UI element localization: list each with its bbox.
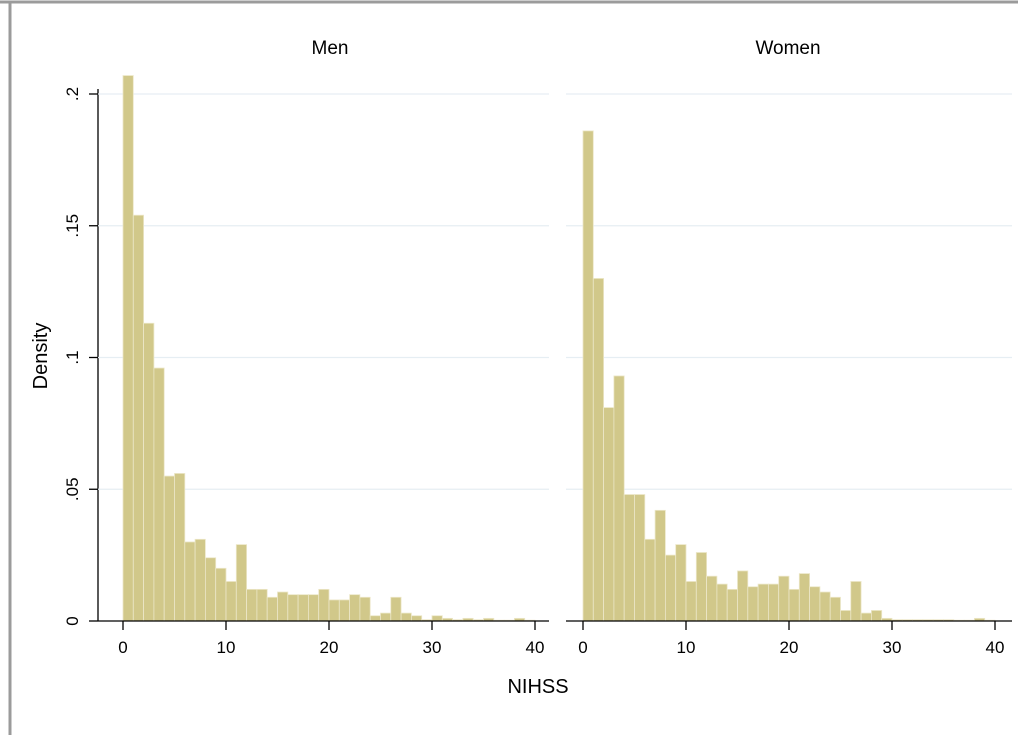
histogram-bar-men (328, 599, 340, 622)
histogram-bar-women (726, 588, 738, 622)
histogram-bar-women (757, 583, 769, 622)
x-tick-label-men: 10 (217, 638, 236, 657)
y-tick-label: .05 (63, 477, 82, 501)
histogram-bar-men (174, 473, 186, 622)
histogram-bar-men (153, 367, 165, 622)
histogram-bar-women (706, 575, 718, 622)
histogram-bar-men (359, 596, 371, 622)
histogram-bar-women (634, 494, 646, 622)
histogram-bar-men (143, 322, 155, 622)
y-axis-label: Density (30, 323, 52, 390)
histogram-bar-men (349, 594, 361, 622)
y-tick-label: .1 (63, 350, 82, 364)
histogram-bar-women (798, 573, 810, 622)
histogram-bar-women (829, 596, 841, 622)
x-tick-label-men: 20 (320, 638, 339, 657)
plot-layer: 0 .05 .1 .15 .2 0 10 20 30 40 0 10 20 30 40 (63, 75, 1012, 657)
histogram-bar-women (788, 588, 800, 622)
histogram-bar-women (840, 610, 852, 622)
histogram-bar-men (287, 594, 299, 622)
histogram-bar-men (184, 541, 196, 622)
histogram-bar-men (132, 214, 145, 622)
histogram-bar-men (431, 615, 443, 622)
histogram-bar-women (675, 544, 687, 622)
histogram-bar-women (695, 552, 707, 622)
panel-title-women: Women (755, 38, 820, 59)
histogram-bar-women (737, 570, 749, 622)
histogram-bar-women (860, 612, 872, 622)
histogram-bar-women (623, 494, 635, 622)
histogram-bar-women (582, 130, 594, 622)
histogram-bar-men (235, 544, 248, 622)
histogram-bar-women (665, 554, 677, 622)
x-tick-label-women: 20 (780, 638, 799, 657)
histogram-bar-women (809, 586, 821, 622)
histogram-bar-men (410, 615, 423, 622)
histogram-bar-women (819, 591, 831, 622)
x-axis-label: NIHSS (507, 676, 568, 698)
histogram-bar-women (716, 583, 728, 622)
x-tick-label-women: 40 (986, 638, 1005, 657)
histogram-bar-men (256, 588, 268, 622)
x-tick-label-men: 30 (423, 638, 442, 657)
panel-title-men: Men (312, 38, 349, 59)
histogram-bar-women (654, 509, 666, 622)
x-tick-label-women: 0 (578, 638, 587, 657)
y-tick-label: .2 (63, 87, 82, 101)
histogram-bar-women (603, 407, 615, 622)
histogram-bar-women (778, 575, 790, 622)
histogram-bar-men (338, 599, 350, 622)
histogram-bar-men (297, 594, 309, 622)
histogram-bar-women (871, 610, 883, 622)
x-tick-label-women: 10 (677, 638, 696, 657)
histogram-bar-men (400, 612, 412, 622)
histogram-bar-men (163, 475, 175, 622)
histogram-bar-men (277, 591, 289, 622)
histogram-bar-men (225, 581, 237, 622)
histogram-bar-women (768, 583, 780, 622)
histogram-bar-women (592, 278, 604, 622)
histogram-bar-men (266, 596, 278, 622)
histogram-bar-men (380, 612, 392, 622)
histogram-bar-women (613, 375, 625, 622)
y-tick-label: 0 (63, 616, 82, 625)
histogram-bar-women (747, 586, 759, 622)
x-tick-label-men: 40 (526, 638, 545, 657)
histogram-bar-men (246, 588, 258, 622)
histogram-bar-men (194, 538, 206, 622)
y-tick-label: .15 (63, 214, 82, 238)
histogram-bar-men (122, 75, 134, 622)
histogram-bar-men (204, 557, 217, 622)
x-tick-label-men: 0 (118, 638, 127, 657)
x-tick-label-women: 30 (883, 638, 902, 657)
histogram-bar-men (318, 588, 330, 622)
histogram-bar-men (390, 596, 402, 622)
histogram-bar-women (850, 581, 862, 622)
histogram-bar-women (685, 581, 697, 622)
histogram-bar-men (307, 594, 320, 622)
histogram-bar-women (644, 538, 656, 622)
histogram-bar-men (215, 567, 227, 622)
histogram-bar-men (369, 615, 381, 622)
